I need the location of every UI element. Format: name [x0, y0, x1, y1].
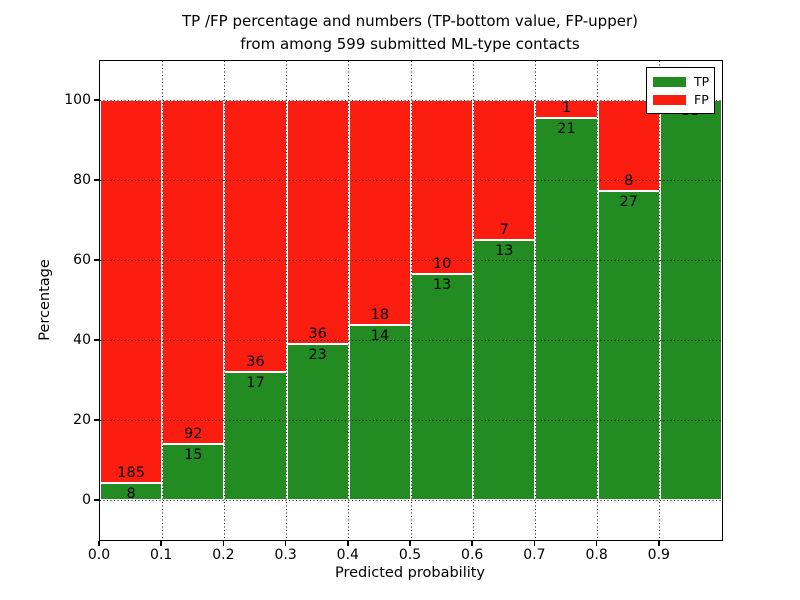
bar-tp-segment [411, 273, 474, 500]
x-tick-mark [222, 540, 225, 546]
y-tick-mark [94, 339, 99, 341]
x-tick-label: 0.2 [212, 547, 235, 563]
legend-label-fp: FP [694, 91, 709, 107]
bar-fp-segment [286, 100, 349, 345]
x-tick-label: 0.7 [523, 547, 546, 563]
x-tick-mark [347, 540, 349, 546]
y-tick-mark [94, 419, 99, 421]
y-tick-mark [94, 259, 99, 261]
x-tick-mark [284, 540, 287, 546]
v-gridline [286, 61, 288, 540]
chart-title: TP /FP percentage and numbers (TP-bottom… [0, 10, 800, 56]
x-tick-mark [98, 540, 100, 546]
bar-tp-segment [224, 371, 287, 500]
fp-count-label: 36 [308, 326, 327, 343]
x-tick-mark [160, 540, 162, 546]
y-tick-mark [94, 179, 99, 181]
fp-color-swatch [653, 94, 686, 105]
x-tick-label: 0.9 [647, 547, 670, 563]
bar-tp-segment [348, 325, 411, 500]
bar-tp-segment [162, 443, 225, 500]
bar-fp-segment [348, 100, 411, 325]
x-tick-label: 0.3 [274, 547, 297, 563]
fp-count-label: 7 [499, 222, 509, 238]
bar-fp-segment [224, 100, 287, 372]
legend: TP FP [646, 67, 715, 114]
legend-entry-tp: TP [647, 75, 714, 89]
fp-count-label: 36 [246, 353, 265, 370]
v-gridline [223, 61, 225, 540]
y-tick-label: 80 [73, 172, 91, 188]
bar-tp-segment [473, 240, 536, 500]
tp-count-label: 17 [246, 374, 265, 391]
x-axis-label: Predicted probability [334, 565, 486, 581]
legend-entry-fp: FP [647, 93, 714, 107]
fp-count-label: 92 [184, 425, 203, 442]
tp-count-label: 13 [432, 276, 452, 293]
x-tick-label: 0.8 [585, 547, 608, 563]
bar-fp-segment [100, 100, 163, 484]
bar-tp-segment [286, 344, 349, 500]
tp-count-label: 27 [619, 194, 638, 211]
legend-label-tp: TP [694, 73, 710, 89]
tp-color-swatch [653, 76, 686, 87]
fp-count-label: 1 [561, 100, 572, 117]
v-gridline [472, 61, 474, 540]
fp-count-label: 10 [432, 255, 452, 272]
chart-title-line1: TP /FP percentage and numbers (TP-bottom… [182, 12, 638, 30]
fp-count-label: 185 [117, 465, 145, 482]
y-tick-label: 0 [82, 492, 91, 508]
y-tick-mark [94, 99, 99, 101]
tp-count-label: 15 [184, 446, 203, 463]
chart-title-line2: from among 599 submitted ML-type contact… [240, 35, 580, 53]
y-tick-label: 60 [73, 252, 91, 268]
x-tick-label: 0.5 [398, 547, 422, 563]
x-tick-mark [471, 540, 473, 546]
tp-count-label: 13 [495, 243, 514, 259]
bar-tp-segment [535, 118, 598, 500]
y-axis-label: Percentage [37, 259, 53, 341]
tp-count-label: 14 [370, 328, 390, 344]
x-tick-mark [658, 540, 660, 546]
v-gridline [410, 61, 412, 540]
x-tick-label: 0.0 [87, 547, 111, 563]
y-tick-label: 100 [64, 92, 91, 108]
v-gridline [348, 61, 350, 540]
y-tick-label: 20 [73, 412, 91, 428]
x-tick-label: 0.1 [150, 547, 173, 563]
x-tick-mark [533, 540, 536, 546]
bar-tp-segment [597, 191, 660, 500]
x-tick-label: 0.6 [461, 547, 484, 563]
v-gridline [534, 61, 536, 540]
v-gridline [161, 61, 163, 540]
y-tick-mark [94, 499, 99, 501]
tp-count-label: 21 [557, 121, 576, 138]
v-gridline [659, 61, 661, 540]
v-gridline [597, 61, 599, 540]
bar-fp-segment [411, 100, 474, 274]
fp-count-label: 18 [370, 307, 390, 323]
y-tick-label: 40 [73, 332, 91, 348]
bar-tp-segment [659, 100, 722, 500]
tp-count-label: 8 [126, 486, 136, 503]
tp-count-label: 23 [308, 347, 327, 364]
bar-fp-segment [473, 100, 536, 240]
bar-tp-segment [100, 483, 163, 500]
x-tick-mark [409, 540, 411, 546]
plot-area: 81851592173623361418131013721127855 [99, 60, 723, 541]
x-tick-mark [595, 540, 598, 546]
x-tick-label: 0.4 [336, 547, 359, 563]
fp-count-label: 8 [624, 173, 634, 190]
bar-fp-segment [162, 100, 225, 444]
